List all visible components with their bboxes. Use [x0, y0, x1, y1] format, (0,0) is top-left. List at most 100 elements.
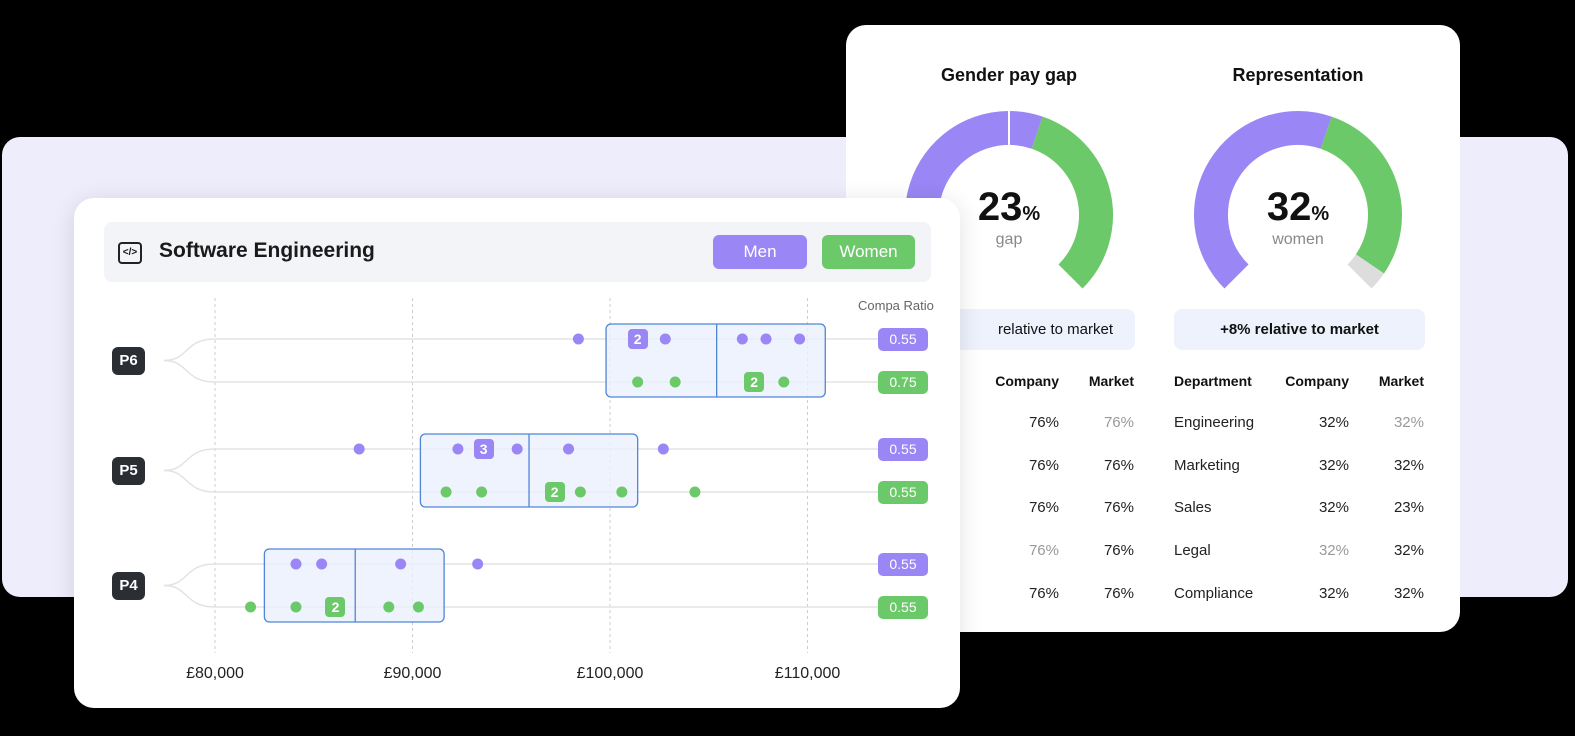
women-point[interactable] [412, 601, 424, 613]
women-point[interactable] [476, 486, 488, 498]
women-point[interactable] [290, 601, 302, 613]
men-point[interactable] [472, 558, 484, 570]
pay-gap-row-company: 76% [1028, 456, 1059, 474]
pay-gap-row-company: 76% [1028, 414, 1059, 431]
card-header: </> Software Engineering Men Women [104, 222, 931, 282]
representation-row-market: 32% [1393, 456, 1424, 474]
other-arc [1347, 254, 1385, 289]
representation-row-market: 32% [1393, 542, 1424, 560]
women-point[interactable] [689, 486, 701, 498]
men-point[interactable] [353, 443, 365, 455]
representation-row-market: 32% [1393, 414, 1424, 431]
representation-market-pill: +8% relative to market [1174, 309, 1425, 350]
women-cluster-badge[interactable]: 2 [744, 372, 765, 392]
x-tick-label: £80,000 [186, 665, 244, 682]
level-connector [163, 469, 880, 493]
x-tick-label: £100,000 [576, 665, 644, 682]
men-point[interactable] [659, 333, 671, 345]
women-cluster-badge[interactable]: 2 [325, 597, 346, 617]
x-tick-label: £110,000 [774, 665, 841, 682]
level-label-p4: P4 [112, 571, 145, 600]
representation-row-department: Compliance [1174, 584, 1254, 602]
pay-gap-label: gap [995, 231, 1023, 248]
men-cluster-badge[interactable]: 3 [473, 439, 494, 459]
x-tick-label: £90,000 [383, 665, 442, 682]
pay-gap-header-company: Company [995, 373, 1059, 389]
pay-gap-row-market: 76% [1103, 414, 1134, 431]
metrics-card: Gender pay gap Representation 23% gap 32… [782, 25, 1460, 632]
women-point[interactable] [440, 486, 452, 498]
men-point[interactable] [794, 333, 806, 345]
pay-gap-row-market: 76% [1103, 499, 1134, 517]
representation-row-company: 32% [1318, 414, 1349, 431]
men-compa-ratio-badge: 0.55 [878, 327, 928, 351]
level-connector [163, 584, 880, 608]
level-label-p5: P5 [112, 456, 145, 485]
pay-gap-header-market: Market [1088, 373, 1134, 389]
men-cluster-badge[interactable]: 2 [627, 329, 648, 349]
men-toggle[interactable]: Men [713, 235, 807, 269]
card-title: Software Engineering [159, 239, 375, 262]
pay-gap-row-company: 76% [1028, 542, 1059, 560]
representation-row-market: 32% [1393, 584, 1424, 602]
representation-row-department: Legal [1174, 542, 1211, 560]
level-connector [163, 448, 880, 472]
representation-row-department: Sales [1174, 499, 1212, 517]
representation-row-company: 32% [1318, 499, 1349, 517]
men-point[interactable] [657, 443, 669, 455]
women-point[interactable] [778, 376, 790, 388]
salary-chart [163, 298, 880, 653]
pay-gap-row-market: 76% [1103, 542, 1134, 560]
women-point[interactable] [632, 376, 644, 388]
men-point[interactable] [760, 333, 772, 345]
men-point[interactable] [290, 558, 302, 570]
men-point[interactable] [316, 558, 328, 570]
representation-row-department: Marketing [1174, 456, 1240, 474]
pay-gap-value: 23% [977, 185, 1041, 229]
representation-value: 32% [1266, 185, 1330, 229]
compa-ratio-header: Compa Ratio [858, 298, 934, 313]
men-arc [1194, 111, 1332, 289]
representation-gauge [1194, 111, 1402, 289]
women-compa-ratio-badge: 0.75 [878, 370, 928, 394]
representation-row-market: 23% [1393, 499, 1424, 517]
software-engineering-card: </> Software Engineering Men Women Compa… [74, 198, 960, 708]
women-point[interactable] [245, 601, 257, 613]
men-point[interactable] [452, 443, 464, 455]
women-compa-ratio-badge: 0.55 [878, 595, 928, 619]
representation-header-company: Company [1285, 373, 1349, 389]
pay-gap-row-company: 76% [1028, 584, 1059, 602]
level-connector [163, 563, 880, 587]
pay-gap-row-market: 76% [1103, 584, 1134, 602]
code-icon: </> [118, 242, 142, 264]
women-point[interactable] [616, 486, 628, 498]
men-point[interactable] [395, 558, 407, 570]
men-point[interactable] [736, 333, 748, 345]
men-compa-ratio-badge: 0.55 [878, 437, 928, 461]
women-arc [1031, 116, 1113, 289]
women-point[interactable] [574, 486, 586, 498]
men-point[interactable] [572, 333, 584, 345]
pay-gap-title: Gender pay gap [940, 65, 1078, 85]
women-point[interactable] [383, 601, 395, 613]
women-point[interactable] [669, 376, 681, 388]
women-compa-ratio-badge: 0.55 [878, 480, 928, 504]
women-arc [1320, 116, 1402, 274]
representation-header-department: Department [1174, 373, 1252, 389]
representation-header-market: Market [1378, 373, 1424, 389]
representation-row-department: Engineering [1174, 414, 1255, 431]
representation-row-company: 32% [1318, 542, 1349, 560]
range-box [605, 323, 826, 398]
men-point[interactable] [511, 443, 523, 455]
pay-gap-row-company: 76% [1028, 499, 1059, 517]
women-toggle[interactable]: Women [822, 235, 915, 269]
pay-gap-row-market: 76% [1103, 456, 1134, 474]
men-point[interactable] [563, 443, 575, 455]
representation-title: Representation [1232, 65, 1364, 85]
women-cluster-badge[interactable]: 2 [544, 482, 565, 502]
level-connector [163, 338, 880, 362]
representation-row-company: 32% [1318, 456, 1349, 474]
representation-label: women [1272, 231, 1324, 248]
representation-row-company: 32% [1318, 584, 1349, 602]
men-compa-ratio-badge: 0.55 [878, 552, 928, 576]
